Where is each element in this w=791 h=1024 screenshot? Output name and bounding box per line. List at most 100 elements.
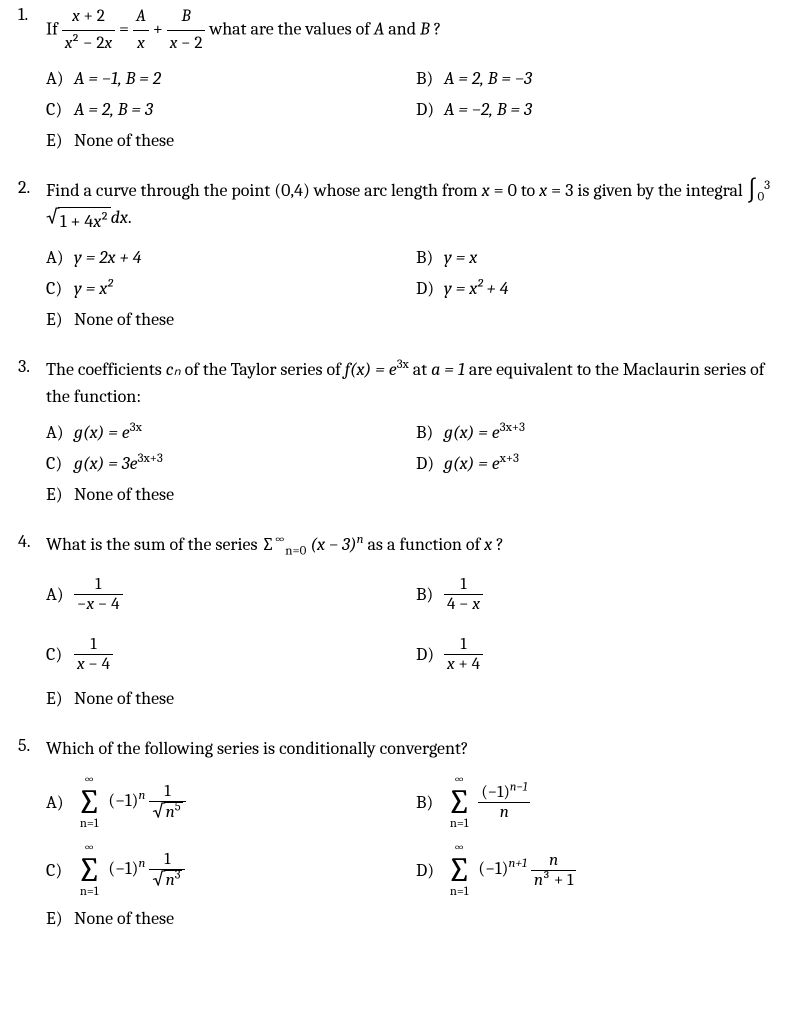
l: A): [46, 422, 74, 443]
q2-a: y = 2x + 4: [74, 247, 416, 268]
q5-choice-c[interactable]: C) ∞∑n=1 (−1)n 1√n3: [46, 842, 416, 898]
q3-text: The coefficients cₙ of the Taylor series…: [46, 356, 773, 410]
l: C): [46, 860, 74, 881]
integral-icon: ∫: [747, 177, 758, 206]
q1-choice-d[interactable]: D)A = −2, B = 3: [416, 99, 532, 120]
q2-x1: x: [482, 180, 490, 201]
q4-choices: A)1−x − 4 B)14 − x C)1x − 4 D)1x + 4 E)N…: [46, 570, 773, 709]
q2-text: Find a curve through the point (0,4) who…: [46, 177, 773, 235]
q5-choice-e[interactable]: E)None of these: [46, 908, 773, 929]
question-2: 2. Find a curve through the point (0,4) …: [18, 177, 773, 330]
q2-e: None of these: [74, 309, 773, 330]
q3-cp: g(x) = 3e: [74, 453, 138, 474]
q3-e1: 3x: [397, 357, 409, 372]
q5-ac: (−1): [108, 790, 138, 811]
lblE: E): [46, 130, 74, 151]
l: B): [416, 422, 444, 443]
q3-choice-a[interactable]: A)g(x) = e3x: [46, 422, 416, 443]
l: B): [416, 584, 444, 605]
q1-text: If x + 2 x² − 2x = A x + B x − 2 what ar…: [46, 4, 773, 56]
q2-choice-a[interactable]: A)y = 2x + 4: [46, 247, 416, 268]
sigma-icon: ∞∑n=1: [447, 842, 471, 898]
q1-fBn: B: [167, 4, 206, 30]
q2-choice-b[interactable]: B)y = x: [416, 247, 477, 268]
l: E): [46, 309, 74, 330]
s: n−1: [510, 780, 528, 794]
q5-choice-d[interactable]: D) ∞∑n=1 (−1)n+1 nn³ + 1: [416, 842, 576, 898]
q3-ae: a = 1: [431, 359, 465, 380]
q5-number: 5.: [18, 735, 46, 762]
sqrt-icon: √1 + 4x²: [46, 207, 111, 235]
q5-cfn: 1: [149, 850, 185, 869]
q3-s3: at: [413, 359, 431, 380]
q2-s2: = 0 to: [494, 180, 540, 201]
q3-bs: 3x+3: [500, 420, 525, 435]
q4-dn: 1: [444, 635, 483, 654]
q2-s3: = 3 is given by the integral: [551, 180, 747, 201]
b: n=1: [450, 818, 469, 831]
q1-t3: what are the values of: [209, 18, 373, 39]
q3-e: None of these: [74, 484, 773, 505]
q2-choice-e[interactable]: E)None of these: [46, 309, 773, 330]
q4-choice-e[interactable]: E)None of these: [46, 688, 773, 709]
q5-cfd: n: [166, 871, 175, 890]
q3-choices: A)g(x) = e3x B)g(x) = e3x+3 C)g(x) = 3e3…: [46, 422, 773, 505]
q1-e: None of these: [74, 130, 773, 151]
q5-cc: (−1): [108, 858, 138, 879]
q4-choice-c[interactable]: C)1x − 4: [46, 635, 416, 674]
sigma-icon: ∞∑n=1: [77, 774, 101, 830]
l: D): [416, 453, 444, 474]
q2-choice-d[interactable]: D)y = x² + 4: [416, 278, 508, 299]
q3-as: 3x: [130, 420, 142, 435]
s: 5: [175, 801, 181, 815]
q1-frac1: x + 2 x² − 2x: [62, 4, 115, 56]
q4-choice-d[interactable]: D)1x + 4: [416, 635, 483, 674]
q1-fAd: x: [133, 30, 149, 57]
q2-se: .: [128, 207, 132, 228]
q1-choices: A)A = −1, B = 2 B)A = 2, B = −3 C)A = 2,…: [46, 68, 773, 151]
q2-choice-c[interactable]: C)y = x²: [46, 278, 416, 299]
question-5: 5. Which of the following series is cond…: [18, 735, 773, 929]
s: n: [138, 856, 145, 871]
q4-s1: What is the sum of the series: [46, 534, 261, 555]
question-3-stem: 3. The coefficients cₙ of the Taylor ser…: [18, 356, 773, 410]
l: D): [416, 278, 444, 299]
q3-choice-c[interactable]: C)g(x) = 3e3x+3: [46, 453, 416, 474]
q3-bp: g(x) = e: [444, 422, 500, 443]
q2-x2: x: [539, 180, 547, 201]
q5-dfn: n: [531, 851, 576, 870]
q4-sb: n=0: [285, 544, 306, 559]
q4-number: 4.: [18, 531, 46, 558]
q4-s2: as a function of: [367, 534, 484, 555]
q4-choice-b[interactable]: B)14 − x: [416, 575, 483, 614]
question-4: 4. What is the sum of the series ∑∞n=0 (…: [18, 531, 773, 709]
q4-choice-a[interactable]: A)1−x − 4: [46, 575, 416, 614]
q1-vA: A: [374, 18, 384, 39]
s: 3: [175, 869, 181, 883]
b: n=1: [450, 886, 469, 899]
q1-choice-c[interactable]: C)A = 2, B = 3: [46, 99, 416, 120]
l: C): [46, 278, 74, 299]
q2-d: y = x² + 4: [444, 278, 508, 299]
q3-choice-b[interactable]: B)g(x) = e3x+3: [416, 422, 525, 443]
q1-choice-e[interactable]: E)None of these: [46, 130, 773, 151]
q3-fx: f(x) = e: [345, 359, 397, 380]
l: C): [46, 644, 74, 665]
l: D): [416, 860, 444, 881]
q4-tm: (x − 3): [310, 534, 356, 555]
q1-choice-b[interactable]: B)A = 2, B = −3: [416, 68, 532, 89]
q3-s2: of the Taylor series of: [185, 359, 345, 380]
q1-vB: B: [420, 18, 430, 39]
q2-dx: dx: [111, 207, 128, 228]
q1-c: A = 2, B = 3: [74, 99, 416, 120]
q5-bfd: n: [478, 802, 530, 822]
question-1-stem: 1. If x + 2 x² − 2x = A x + B x − 2 what…: [18, 4, 773, 56]
l: E): [46, 484, 74, 505]
q1-choice-a[interactable]: A)A = −1, B = 2: [46, 68, 416, 89]
q5-choice-b[interactable]: B) ∞∑n=1 (−1)n−1n: [416, 774, 530, 830]
sigma-icon: ∞∑n=1: [447, 774, 471, 830]
l: B): [416, 247, 444, 268]
q3-choice-d[interactable]: D)g(x) = ex+3: [416, 453, 519, 474]
q5-choice-a[interactable]: A) ∞∑n=1 (−1)n 1√n5: [46, 774, 416, 830]
q3-choice-e[interactable]: E)None of these: [46, 484, 773, 505]
